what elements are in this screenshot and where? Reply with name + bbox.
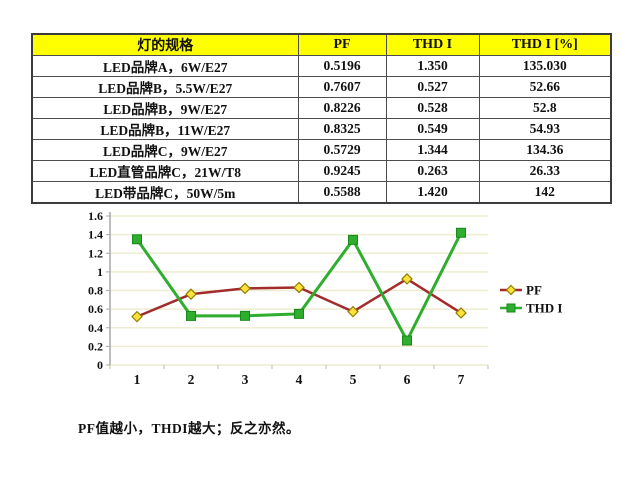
table-cell: 0.8325 [297,118,387,140]
legend-item-pf: PF [500,283,542,298]
table-cell: LED品牌A，6W/E27 [31,55,299,77]
x-axis-label: 2 [188,372,195,387]
table-cell: 0.5588 [297,181,387,204]
diamond-marker [401,273,413,285]
table-cell: LED品牌B，9W/E27 [31,97,299,119]
table-cell: LED品牌B，5.5W/E27 [31,76,299,98]
line-chart-svg: 0 0.2 0.4 0.6 0.8 1 1.2 1.4 1.6 1 2 3 4 5 6 7 PF THD I [88,209,562,387]
table-row: LED品牌B，9W/E27 0.8226 0.528 52.8 [31,97,612,119]
table-cell: LED带品牌C，50W/5m [31,181,299,204]
table-cell: 0.8226 [297,97,387,119]
table-row: LED品牌C，9W/E27 0.5729 1.344 134.36 [31,139,612,161]
square-marker [132,234,142,245]
x-axis-label: 7 [458,372,465,387]
legend-label: PF [526,283,542,298]
table-cell: LED品牌B，11W/E27 [31,118,299,140]
table-cell: 0.528 [385,97,480,119]
table-row: LED带品牌C，50W/5m 0.5588 1.420 142 [31,181,612,204]
table-cell: 0.5196 [297,55,387,77]
square-marker [186,310,196,321]
y-axis-label: 0.4 [88,321,103,335]
diamond-marker [347,305,359,318]
table-cell: 1.344 [385,139,480,161]
y-axis-label: 0 [97,358,103,372]
table-cell: 54.93 [478,118,612,140]
x-axis-label: 5 [350,372,357,387]
x-axis-label: 6 [404,372,411,387]
square-marker [294,308,304,319]
table-cell: 0.527 [385,76,480,98]
table-cell: 1.350 [385,55,480,77]
diamond-marker [455,307,467,319]
table-row: LED品牌B，5.5W/E27 0.7607 0.527 52.66 [31,76,612,98]
square-marker [506,303,516,313]
diamond-marker [131,310,143,323]
diamond-marker [239,282,251,295]
pf-thdi-chart: 0 0.2 0.4 0.6 0.8 1 1.2 1.4 1.6 1 2 3 4 5 6 7 PF THD I [55,193,630,400]
table-cell: 0.263 [385,160,480,182]
table-cell: 52.66 [478,76,612,98]
square-marker [456,227,466,238]
col-header-thdi-pct: THD I [%] [478,33,612,56]
y-axis-label: 1 [97,265,103,279]
y-axis-label: 1.6 [88,209,103,223]
legend-label: THD I [526,301,562,316]
col-header-thdi: THD I [385,33,480,56]
x-axis-label: 3 [242,372,249,387]
table-cell: 135.030 [478,55,612,77]
table-header-row: 灯的规格 PF THD I THD I [%] [31,33,612,56]
y-axis-label: 0.2 [88,339,103,353]
table-row: LED品牌A，6W/E27 0.5196 1.350 135.030 [31,55,612,77]
table-cell: 1.420 [385,181,480,204]
square-marker [348,234,358,245]
table-row: LED品牌B，11W/E27 0.8325 0.549 54.93 [31,118,612,140]
x-axis-label: 4 [296,372,303,387]
col-header-pf: PF [297,33,387,56]
table-cell: LED直管品牌C，21W/T8 [31,160,299,182]
conclusion-note: PF值越小，THDI越大；反之亦然。 [78,421,301,436]
table-cell: 52.8 [478,97,612,119]
table-cell: 142 [478,181,612,204]
y-axis-label: 0.6 [88,302,103,316]
x-axis-label: 1 [134,372,141,387]
table-cell: 0.549 [385,118,480,140]
diamond-marker [293,281,305,294]
col-header-spec: 灯的规格 [31,33,299,56]
table-row: LED直管品牌C，21W/T8 0.9245 0.263 26.33 [31,160,612,182]
square-marker [240,310,250,321]
square-marker [402,335,412,346]
series-pf [131,273,467,323]
legend-item-thd-i: THD I [500,301,562,316]
y-axis-label: 1.4 [88,228,103,242]
table-cell: 0.9245 [297,160,387,182]
table-cell: 26.33 [478,160,612,182]
spec-table: 灯的规格 PF THD I THD I [%] LED品牌A，6W/E27 0.… [31,33,612,204]
diamond-marker [185,288,197,301]
table-cell: 134.36 [478,139,612,161]
diamond-marker [505,284,517,296]
table-cell: 0.5729 [297,139,387,161]
y-axis-label: 0.8 [88,284,103,298]
table-cell: 0.7607 [297,76,387,98]
series-thd-i [132,227,466,346]
y-axis-label: 1.2 [88,246,103,260]
table-cell: LED品牌C，9W/E27 [31,139,299,161]
